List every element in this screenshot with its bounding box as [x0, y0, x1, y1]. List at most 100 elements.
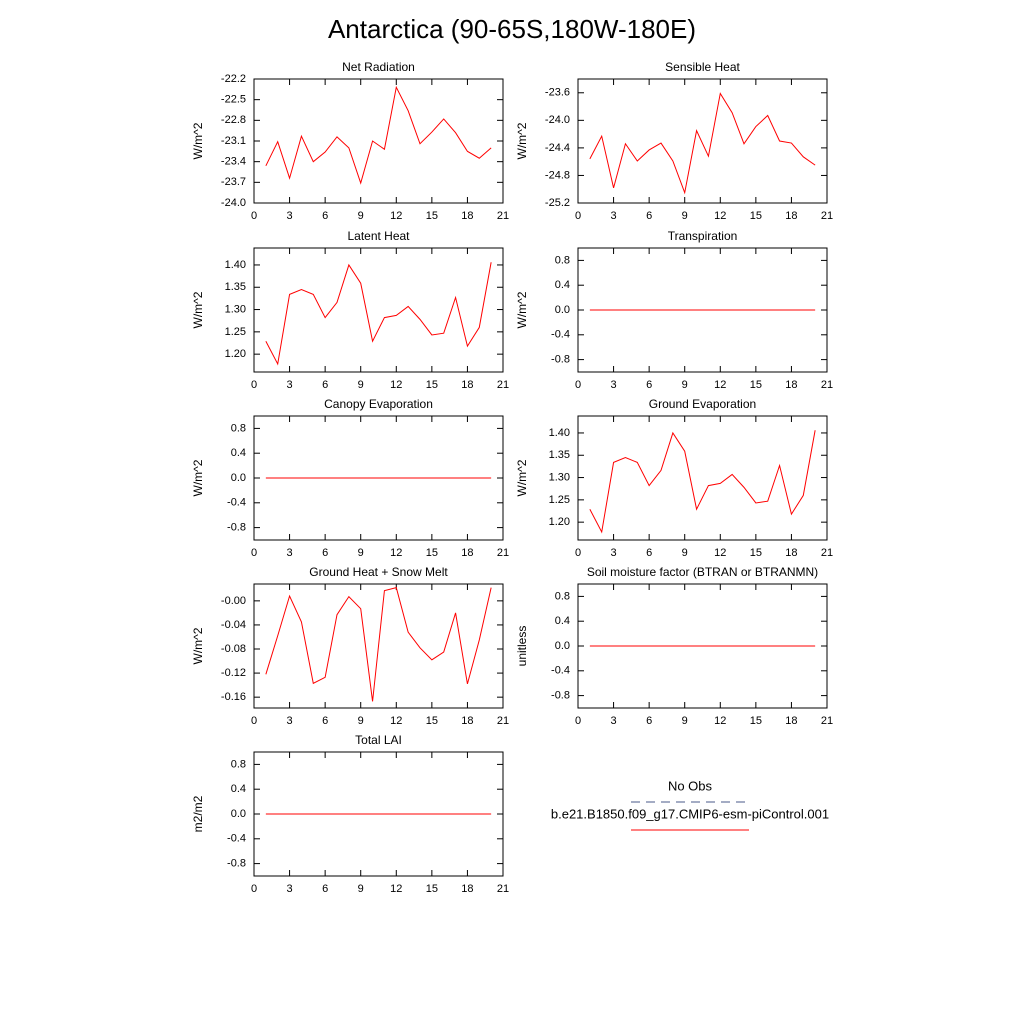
y-tick-label: -0.04: [221, 619, 246, 631]
panel-title: Ground Evaporation: [649, 397, 756, 411]
x-tick-label: 15: [750, 379, 762, 391]
y-axis-label: W/m^2: [515, 459, 529, 496]
y-tick-label: 1.25: [225, 326, 246, 338]
x-tick-label: 6: [646, 547, 652, 559]
panel-title: Canopy Evaporation: [324, 397, 433, 411]
y-axis-label: W/m^2: [191, 291, 205, 328]
x-tick-label: 9: [358, 883, 364, 895]
x-tick-label: 15: [426, 547, 438, 559]
x-tick-label: 12: [714, 379, 726, 391]
x-tick-label: 18: [785, 379, 797, 391]
x-tick-label: 9: [682, 210, 688, 222]
x-tick-label: 3: [287, 715, 293, 727]
x-tick-label: 3: [611, 715, 617, 727]
y-tick-label: -23.7: [221, 176, 246, 188]
x-tick-label: 0: [251, 883, 257, 895]
x-tick-label: 0: [575, 210, 581, 222]
x-tick-label: 0: [251, 547, 257, 559]
plot-frame: [577, 415, 828, 541]
x-tick-label: 18: [785, 210, 797, 222]
x-tick-label: 3: [611, 379, 617, 391]
x-tick-label: 9: [358, 379, 364, 391]
y-tick-label: -24.0: [221, 197, 246, 209]
y-tick-label: -0.00: [221, 595, 246, 607]
x-tick-label: 9: [682, 715, 688, 727]
panel-title: Ground Heat + Snow Melt: [309, 565, 448, 579]
y-axis-label: W/m^2: [515, 291, 529, 328]
x-tick-label: 12: [390, 883, 402, 895]
x-tick-label: 9: [358, 715, 364, 727]
y-tick-label: -23.1: [221, 135, 246, 147]
y-tick-label: 1.35: [549, 449, 570, 461]
x-tick-label: 21: [821, 547, 833, 559]
plot-frame: [577, 78, 828, 204]
data-line: [265, 262, 492, 366]
y-tick-label: -22.8: [221, 114, 246, 126]
panel-title: Sensible Heat: [665, 60, 740, 74]
y-axis-label: W/m^2: [191, 627, 205, 664]
x-tick-label: 0: [575, 547, 581, 559]
y-tick-label: -0.12: [221, 667, 246, 679]
x-tick-label: 6: [646, 379, 652, 391]
y-tick-label: -0.8: [227, 522, 246, 534]
panel-title: Latent Heat: [347, 229, 410, 243]
y-tick-label: 0.0: [231, 472, 246, 484]
y-axis-label: unitless: [515, 626, 529, 667]
y-axis-label: W/m^2: [515, 122, 529, 159]
y-tick-label: 0.8: [231, 422, 246, 434]
y-tick-label: 0.4: [231, 783, 246, 795]
x-tick-label: 12: [714, 210, 726, 222]
x-tick-label: 6: [322, 715, 328, 727]
x-tick-label: 0: [575, 715, 581, 727]
x-tick-label: 3: [287, 547, 293, 559]
x-tick-label: 15: [426, 715, 438, 727]
x-tick-label: 0: [575, 379, 581, 391]
y-tick-label: 0.4: [231, 447, 246, 459]
x-tick-label: 0: [251, 379, 257, 391]
y-tick-label: 1.30: [225, 303, 246, 315]
x-tick-label: 6: [322, 547, 328, 559]
y-tick-label: 0.4: [555, 615, 570, 627]
y-tick-label: 1.40: [225, 259, 246, 271]
legend-label: No Obs: [668, 778, 713, 793]
x-tick-label: 12: [390, 547, 402, 559]
x-tick-label: 6: [646, 715, 652, 727]
x-tick-label: 21: [497, 715, 509, 727]
y-tick-label: -0.4: [227, 497, 246, 509]
x-tick-label: 6: [322, 883, 328, 895]
y-tick-label: 1.20: [549, 516, 570, 528]
y-tick-label: -0.08: [221, 643, 246, 655]
panel-title: Net Radiation: [342, 60, 415, 74]
y-tick-label: 1.30: [549, 471, 570, 483]
y-tick-label: 0.0: [555, 304, 570, 316]
y-tick-label: -22.5: [221, 94, 246, 106]
x-tick-label: 18: [785, 715, 797, 727]
legend-label: b.e21.B1850.f09_g17.CMIP6-esm-piControl.…: [551, 806, 829, 821]
x-tick-label: 21: [821, 715, 833, 727]
x-tick-label: 18: [461, 547, 473, 559]
data-line: [265, 85, 492, 185]
y-tick-label: -23.4: [221, 156, 246, 168]
y-tick-label: -24.8: [545, 169, 570, 181]
y-tick-label: -0.4: [227, 833, 246, 845]
x-tick-label: 15: [426, 210, 438, 222]
x-tick-label: 21: [821, 210, 833, 222]
y-tick-label: -23.6: [545, 87, 570, 99]
y-tick-label: 1.25: [549, 494, 570, 506]
y-tick-label: -0.8: [551, 354, 570, 366]
x-tick-label: 15: [426, 379, 438, 391]
y-tick-label: -0.8: [227, 858, 246, 870]
y-tick-label: -0.16: [221, 691, 246, 703]
panel-title: Transpiration: [668, 229, 738, 243]
x-tick-label: 0: [251, 210, 257, 222]
x-tick-label: 0: [251, 715, 257, 727]
x-tick-label: 12: [390, 210, 402, 222]
x-tick-label: 12: [714, 547, 726, 559]
x-tick-label: 9: [682, 379, 688, 391]
y-axis-label: W/m^2: [191, 122, 205, 159]
x-tick-label: 12: [390, 715, 402, 727]
x-tick-label: 15: [426, 883, 438, 895]
x-tick-label: 9: [358, 547, 364, 559]
x-tick-label: 18: [461, 210, 473, 222]
